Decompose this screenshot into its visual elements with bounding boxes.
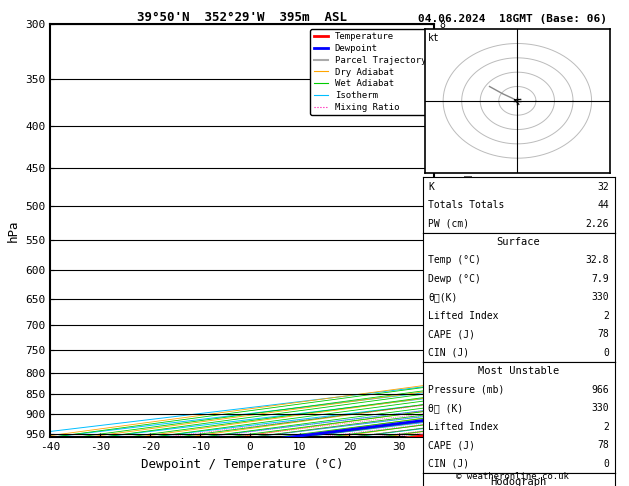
Text: Surface: Surface [497, 237, 540, 247]
Text: 04.06.2024  18GMT (Base: 06): 04.06.2024 18GMT (Base: 06) [418, 14, 607, 24]
Text: kt: kt [428, 33, 440, 43]
Legend: Temperature, Dewpoint, Parcel Trajectory, Dry Adiabat, Wet Adiabat, Isotherm, Mi: Temperature, Dewpoint, Parcel Trajectory… [310, 29, 430, 115]
Y-axis label: hPa: hPa [7, 220, 19, 242]
Text: 2.26: 2.26 [585, 219, 609, 228]
Text: © weatheronline.co.uk: © weatheronline.co.uk [456, 472, 569, 481]
Title: 39°50'N  352°29'W  395m  ASL: 39°50'N 352°29'W 395m ASL [137, 11, 347, 24]
Text: 7.9: 7.9 [591, 274, 609, 284]
Text: CIN (J): CIN (J) [428, 348, 470, 358]
Text: 330: 330 [591, 403, 609, 413]
Text: Most Unstable: Most Unstable [478, 366, 559, 376]
Text: 32: 32 [597, 182, 609, 191]
Text: CAPE (J): CAPE (J) [428, 440, 476, 450]
Text: Pressure (mb): Pressure (mb) [428, 385, 505, 395]
Text: 78: 78 [597, 330, 609, 339]
Text: 0: 0 [603, 348, 609, 358]
Text: Dewp (°C): Dewp (°C) [428, 274, 481, 284]
Text: Hodograph: Hodograph [491, 477, 547, 486]
Text: CIN (J): CIN (J) [428, 459, 470, 469]
Text: 2: 2 [603, 422, 609, 432]
Text: Temp (°C): Temp (°C) [428, 256, 481, 265]
Text: K: K [428, 182, 434, 191]
Text: Lifted Index: Lifted Index [428, 311, 499, 321]
Text: PW (cm): PW (cm) [428, 219, 470, 228]
Text: Lifted Index: Lifted Index [428, 422, 499, 432]
Text: 44: 44 [597, 200, 609, 210]
Text: 2: 2 [603, 311, 609, 321]
Text: θᴄ (K): θᴄ (K) [428, 403, 464, 413]
Text: CAPE (J): CAPE (J) [428, 330, 476, 339]
Text: Mixing Ratio (g/kg): Mixing Ratio (g/kg) [461, 175, 471, 287]
X-axis label: Dewpoint / Temperature (°C): Dewpoint / Temperature (°C) [141, 458, 343, 471]
Text: 330: 330 [591, 293, 609, 302]
Text: 78: 78 [597, 440, 609, 450]
Y-axis label: km
ASL: km ASL [453, 220, 470, 242]
Text: Totals Totals: Totals Totals [428, 200, 505, 210]
Text: 966: 966 [591, 385, 609, 395]
Text: 32.8: 32.8 [585, 256, 609, 265]
Text: 0: 0 [603, 459, 609, 469]
Text: θᴄ(K): θᴄ(K) [428, 293, 458, 302]
